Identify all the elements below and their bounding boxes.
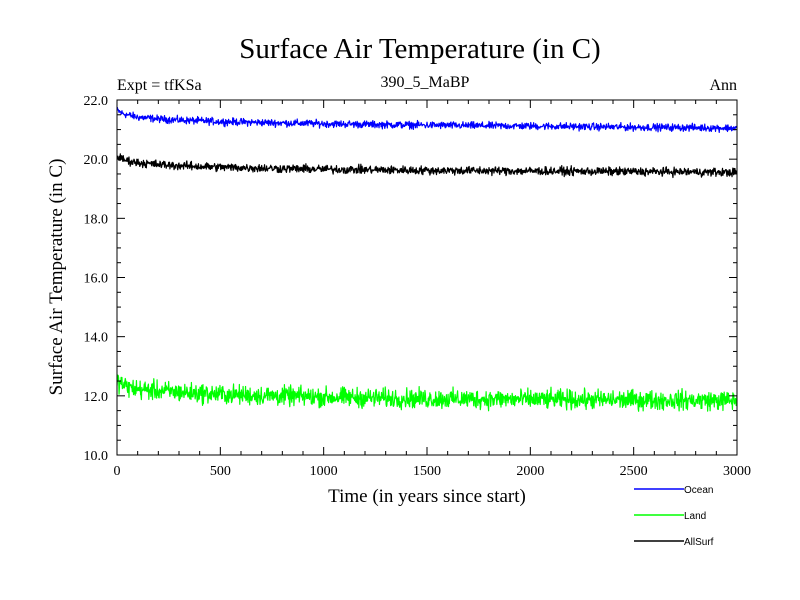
legend: Ocean Land AllSurf xyxy=(634,485,714,548)
x-tick-label: 0 xyxy=(114,464,121,479)
x-tick-label: 500 xyxy=(210,464,231,479)
y-tick-label: 16.0 xyxy=(84,272,109,287)
series-line-allsurf xyxy=(117,153,737,179)
y-tick-label: 10.0 xyxy=(84,449,109,464)
legend-label-land: Land xyxy=(684,511,706,522)
series-line-land xyxy=(117,374,737,412)
x-tick-label: 1500 xyxy=(413,464,441,479)
x-tick-label: 1000 xyxy=(310,464,338,479)
y-tick-label: 20.0 xyxy=(84,153,109,168)
y-axis-label: Surface Air Temperature (in C) xyxy=(46,159,67,396)
x-tick-label: 2000 xyxy=(516,464,544,479)
experiment-label: Expt = tfKSa xyxy=(117,77,202,94)
y-tick-label: 14.0 xyxy=(84,331,109,346)
legend-label-ocean: Ocean xyxy=(684,485,713,496)
plot-area xyxy=(117,106,737,412)
axes: 0 500 1000 1500 2000 2500 3000 10.0 12.0 14.0 16.0… xyxy=(84,94,752,479)
series-line-ocean xyxy=(117,106,737,133)
x-tick-label: 3000 xyxy=(723,464,751,479)
period-label: 390_5_MaBP xyxy=(381,74,470,91)
y-tick-label: 22.0 xyxy=(84,94,109,109)
y-tick-label: 12.0 xyxy=(84,390,109,405)
chart-title: Surface Air Temperature (in C) xyxy=(239,33,600,65)
y-tick-label: 18.0 xyxy=(84,212,109,227)
season-label: Ann xyxy=(709,77,737,94)
legend-label-allsurf: AllSurf xyxy=(684,537,714,548)
x-axis-label: Time (in years since start) xyxy=(328,486,526,507)
x-tick-label: 2500 xyxy=(620,464,648,479)
